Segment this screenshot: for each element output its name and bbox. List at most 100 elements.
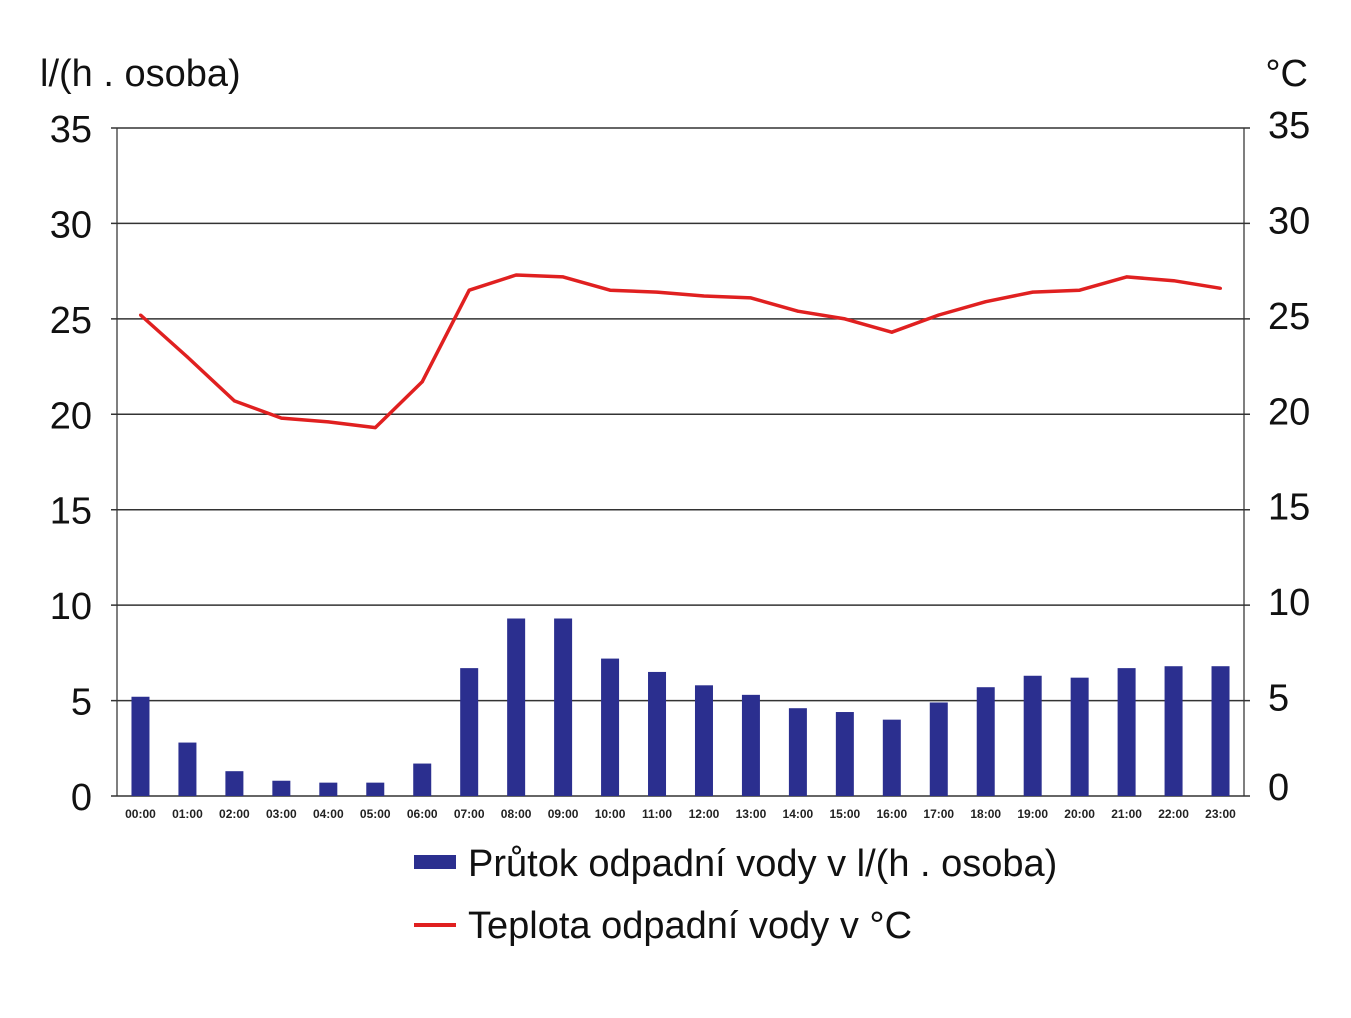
x-tick-label: 17:00 — [923, 807, 954, 821]
temperature-point — [467, 288, 471, 292]
flow-bar — [272, 780, 291, 796]
temperature-point — [843, 317, 847, 321]
temperature-point — [749, 296, 753, 300]
left-tick-label: 10 — [50, 586, 92, 628]
legend-bar-swatch — [414, 855, 456, 869]
x-tick-label: 19:00 — [1017, 807, 1048, 821]
x-tick-label: 16:00 — [876, 807, 907, 821]
flow-bar — [131, 696, 150, 796]
temperature-point — [702, 294, 706, 298]
gridlines — [111, 127, 1250, 797]
flow-bar — [648, 671, 667, 796]
flow-bar — [1117, 668, 1136, 796]
left-tick-label: 20 — [50, 395, 92, 437]
flow-bar — [319, 782, 338, 796]
left-axis-label: l/(h . osoba) — [40, 53, 241, 95]
flow-bar — [694, 685, 713, 796]
right-tick-label: 35 — [1268, 105, 1310, 147]
temperature-point — [373, 426, 377, 430]
x-tick-label: 14:00 — [783, 807, 814, 821]
x-tick-label: 03:00 — [266, 807, 297, 821]
flow-bar — [1211, 666, 1230, 796]
temperature-point — [561, 275, 565, 279]
x-tick-label: 01:00 — [172, 807, 203, 821]
x-tick-label: 04:00 — [313, 807, 344, 821]
flow-bars — [131, 618, 1230, 796]
x-tick-label: 10:00 — [595, 807, 626, 821]
temperature-point — [279, 416, 283, 420]
x-tick-label: 12:00 — [689, 807, 720, 821]
temperature-point — [1031, 290, 1035, 294]
right-tick-label: 30 — [1268, 200, 1310, 242]
temperature-point — [514, 273, 518, 277]
right-tick-label: 20 — [1268, 391, 1310, 433]
left-tick-label: 5 — [71, 682, 92, 724]
flow-bar — [929, 702, 948, 796]
flow-bar — [1070, 677, 1089, 796]
flow-bar — [835, 712, 854, 796]
flow-bar — [366, 782, 385, 796]
left-tick-label: 0 — [71, 777, 92, 819]
x-tick-label: 07:00 — [454, 807, 485, 821]
x-tick-label: 22:00 — [1158, 807, 1189, 821]
x-tick-labels: 00:00 01:00 02:00 03:00 04:00 05:00 06:00 07:00… — [125, 807, 1236, 821]
flow-bar — [788, 708, 807, 796]
right-tick-label: 25 — [1268, 296, 1310, 338]
temperature-point — [796, 309, 800, 313]
flow-bar — [507, 618, 526, 796]
temperature-point — [937, 313, 941, 317]
legend: Průtok odpadní vody v l/(h . osoba) Tepl… — [414, 843, 1057, 947]
temperature-point — [1172, 279, 1176, 283]
temperature-point — [185, 355, 189, 359]
x-tick-label: 23:00 — [1205, 807, 1236, 821]
x-tick-label: 00:00 — [125, 807, 156, 821]
flow-bar — [413, 763, 432, 796]
x-tick-label: 09:00 — [548, 807, 579, 821]
temperature-point — [890, 330, 894, 334]
right-tick-label: 0 — [1268, 767, 1289, 809]
flow-bar — [225, 771, 244, 796]
legend-line-label: Teplota odpadní vody v °C — [468, 905, 912, 947]
right-tick-label: 10 — [1268, 582, 1310, 624]
right-tick-label: 5 — [1268, 678, 1289, 720]
x-tick-label: 06:00 — [407, 807, 438, 821]
x-tick-label: 21:00 — [1111, 807, 1142, 821]
right-axis-label: °C — [1265, 53, 1308, 95]
temperature-point — [984, 300, 988, 304]
flow-bar — [976, 687, 995, 796]
temperature-line — [138, 273, 1223, 430]
flow-bar — [554, 618, 573, 796]
temperature-point — [1219, 286, 1223, 290]
temperature-point — [326, 420, 330, 424]
x-tick-label: 08:00 — [501, 807, 532, 821]
left-tick-label: 25 — [50, 300, 92, 342]
temperature-series-line — [139, 273, 1221, 430]
x-tick-label: 20:00 — [1064, 807, 1095, 821]
flow-bar — [741, 694, 760, 796]
flow-bar — [178, 742, 197, 796]
flow-bar — [882, 719, 901, 796]
flow-bar — [1164, 666, 1183, 796]
left-tick-label: 35 — [50, 109, 92, 151]
x-tick-label: 05:00 — [360, 807, 391, 821]
x-tick-label: 15:00 — [830, 807, 861, 821]
temperature-point — [138, 313, 142, 317]
temperature-point — [1125, 275, 1129, 279]
temperature-point — [232, 399, 236, 403]
legend-bar-label: Průtok odpadní vody v l/(h . osoba) — [468, 843, 1057, 885]
left-tick-label: 15 — [50, 491, 92, 533]
flow-bar — [460, 668, 479, 796]
temperature-point — [608, 288, 612, 292]
left-tick-label: 30 — [50, 204, 92, 246]
axes: l/(h . osoba) °C 35 30 25 20 15 10 5 0 35 30 25 20 1… — [40, 53, 1310, 819]
x-tick-label: 11:00 — [642, 807, 672, 821]
x-tick-label: 13:00 — [736, 807, 767, 821]
flow-bar — [1023, 675, 1042, 796]
temperature-point — [655, 290, 659, 294]
right-tick-label: 15 — [1268, 487, 1310, 529]
temperature-point — [1078, 288, 1082, 292]
flow-bar — [601, 658, 620, 796]
x-tick-label: 02:00 — [219, 807, 250, 821]
